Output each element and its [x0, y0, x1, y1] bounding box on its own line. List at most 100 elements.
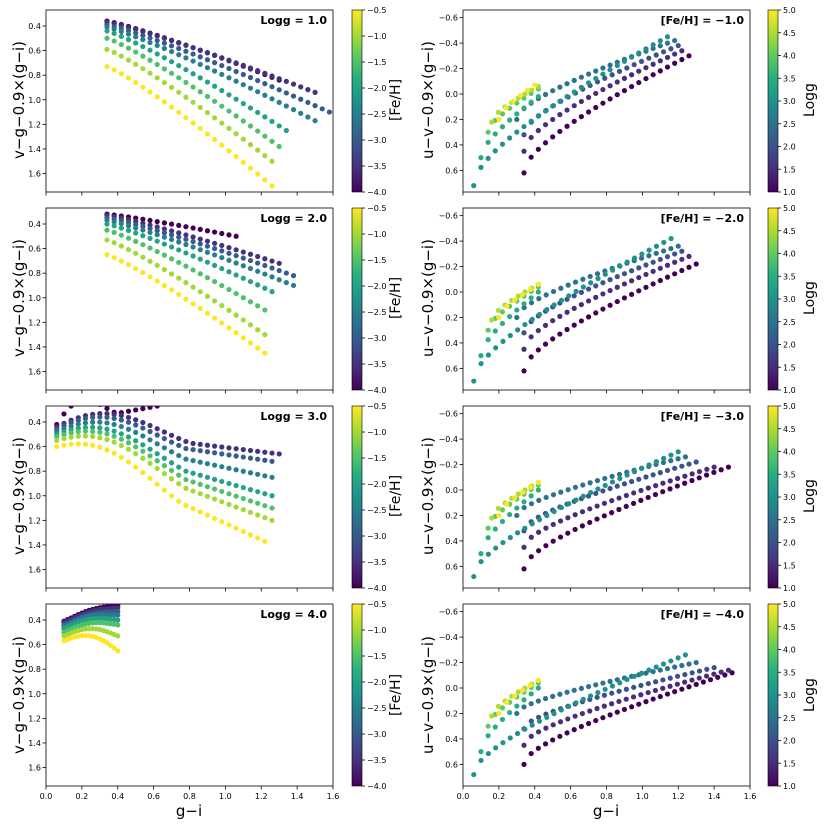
data-point	[219, 254, 225, 261]
colorbar-feh-4: −0.5 −1.0 −1.5 −2.0 −2.5 −3.0 −3.5 −4.0	[351, 600, 386, 791]
data-point	[485, 129, 491, 135]
data-point	[97, 419, 103, 425]
data-point	[100, 612, 106, 618]
data-point	[503, 105, 509, 111]
data-point	[283, 90, 289, 96]
y-tick-label: 1.4	[28, 343, 41, 352]
left-panel-1: 0.4 0.6 0.8 1.0 1.2 1.4 1.6	[28, 9, 334, 196]
data-point	[111, 67, 117, 73]
data-point	[623, 686, 629, 692]
data-point	[585, 720, 592, 727]
data-point	[240, 82, 246, 88]
data-point	[212, 115, 218, 121]
data-point	[542, 140, 549, 146]
data-point	[674, 681, 680, 687]
data-point	[312, 118, 318, 124]
data-point	[629, 478, 635, 485]
data-point	[535, 677, 541, 683]
data-point	[154, 75, 160, 81]
data-point	[521, 346, 527, 352]
data-point	[240, 263, 246, 269]
data-point	[572, 713, 578, 719]
y-tick-label: 0.8	[28, 467, 41, 476]
data-point	[679, 267, 685, 274]
data-point	[204, 275, 211, 281]
data-point	[517, 92, 524, 99]
data-point	[514, 111, 520, 117]
data-point	[585, 298, 592, 304]
data-point	[515, 327, 521, 333]
data-point	[557, 128, 563, 135]
data-point	[672, 60, 678, 66]
colorbar-tick-label: −4.0	[367, 782, 386, 791]
data-point	[262, 70, 268, 76]
data-point	[643, 284, 649, 290]
data-point	[495, 505, 501, 511]
data-point	[507, 332, 513, 339]
data-point	[529, 521, 535, 527]
data-point	[557, 534, 564, 540]
plot-frame	[462, 207, 751, 391]
data-point	[492, 724, 498, 730]
data-point	[578, 301, 584, 308]
y-tick-label: −0.6	[439, 608, 458, 617]
data-point	[573, 700, 579, 706]
data-point	[535, 289, 541, 295]
data-point	[650, 472, 656, 478]
data-point	[204, 493, 211, 499]
data-point	[226, 125, 232, 131]
data-point	[653, 482, 659, 489]
colorbar-title-logg-3: Logg	[802, 479, 818, 513]
data-point	[190, 470, 196, 476]
data-point	[653, 250, 659, 256]
right-panel-title-4: [Fe/H] = −4.0	[661, 608, 745, 621]
data-point	[580, 493, 586, 499]
data-point	[240, 71, 246, 78]
data-point	[240, 159, 246, 165]
data-point	[176, 435, 182, 442]
data-point	[535, 729, 542, 735]
data-point	[703, 673, 710, 679]
data-point	[595, 486, 601, 492]
data-point	[255, 448, 261, 454]
data-point	[212, 229, 218, 235]
y-tick-label: 0.2	[445, 313, 458, 322]
data-point	[585, 286, 592, 292]
scatter-points	[471, 652, 735, 778]
y-tick-label: 1.6	[28, 764, 41, 773]
data-point	[679, 662, 685, 669]
data-point	[557, 691, 563, 697]
colorbar-tick-label: 3.5	[783, 272, 796, 281]
data-point	[667, 683, 673, 689]
data-point	[312, 89, 318, 95]
data-point	[147, 31, 153, 37]
data-point	[664, 34, 671, 40]
data-point	[601, 692, 608, 698]
data-point	[489, 713, 495, 719]
data-point	[646, 247, 652, 253]
data-point	[133, 429, 139, 436]
data-point	[550, 318, 556, 324]
colorbar-tick-label: −1.5	[367, 652, 386, 661]
data-point	[262, 271, 268, 277]
data-point	[197, 54, 203, 60]
colorbar-tick-label: −4.0	[367, 386, 386, 395]
data-point	[305, 114, 311, 120]
y-tick-label: 0.6	[445, 364, 458, 373]
data-point	[521, 499, 527, 505]
colorbar-gradient	[767, 603, 779, 787]
y-tick-label: 1.6	[28, 170, 41, 179]
data-point	[594, 503, 600, 509]
data-point	[255, 89, 261, 95]
data-point	[226, 269, 232, 275]
data-point	[118, 412, 124, 419]
data-point	[161, 66, 167, 72]
data-point	[75, 441, 81, 447]
data-point	[204, 238, 211, 244]
right-panel-2: −0.6 −0.4 −0.2 0.0 0.2 0.4 0.6	[439, 207, 751, 394]
data-point	[83, 397, 88, 402]
data-point	[564, 81, 570, 87]
data-point	[212, 486, 218, 492]
data-point	[226, 286, 232, 293]
data-point	[521, 742, 527, 748]
